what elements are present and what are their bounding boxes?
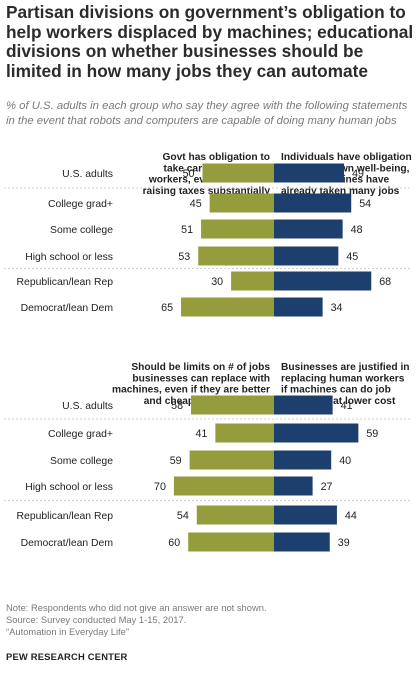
category-label: Democrat/lean Dem (21, 538, 113, 549)
right-bar (274, 271, 372, 291)
right-bar (274, 246, 339, 266)
right-column-header: better and at lower cost (281, 396, 396, 407)
left-value-label: 70 (154, 481, 166, 493)
right-column-header: Businesses are justified in (281, 362, 410, 373)
right-bar (274, 193, 352, 213)
right-bar (274, 505, 337, 525)
left-column-header: Should be limits on # of jobs (131, 362, 270, 373)
left-column-header: raising taxes substantially (143, 186, 271, 197)
chart-notes: Note: Respondents who did not give an an… (6, 602, 416, 639)
category-label: High school or less (25, 252, 113, 263)
left-bar (173, 476, 274, 496)
right-column-header: already taken many jobs (281, 186, 400, 197)
left-value-label: 59 (170, 455, 182, 467)
left-bar (201, 219, 274, 239)
right-value-label: 68 (379, 276, 391, 288)
right-bar (274, 450, 332, 470)
right-value-label: 40 (339, 455, 351, 467)
category-label: College grad+ (48, 429, 113, 440)
left-value-label: 54 (177, 510, 189, 522)
left-value-label: 53 (178, 251, 190, 263)
category-label: Republican/lean Rep (17, 277, 114, 288)
source-line: Source: Survey conducted May 1-15, 2017. (6, 614, 187, 626)
left-bar (181, 297, 274, 317)
right-column-header: to care for own well-being, (281, 163, 410, 174)
chart-subtitle: % of U.S. adults in each group who say t… (6, 100, 408, 127)
right-bar (274, 219, 343, 239)
right-bar (274, 297, 323, 317)
right-bar (274, 532, 330, 552)
left-value-label: 41 (195, 428, 207, 440)
left-column-header: Govt has obligation to (162, 152, 270, 163)
left-bar (188, 532, 274, 552)
left-bar (196, 505, 274, 525)
left-bar (189, 450, 274, 470)
right-column-header: Individuals have obligation (281, 152, 412, 163)
left-value-label: 30 (211, 276, 223, 288)
right-column-header: if machines can do job (281, 385, 391, 396)
right-bar (274, 163, 345, 183)
left-value-label: 51 (181, 224, 193, 236)
category-label: U.S. adults (62, 401, 113, 412)
right-value-label: 34 (331, 302, 343, 314)
left-bar (191, 395, 274, 415)
left-column-header: businesses can replace with (132, 373, 270, 384)
category-label: Democrat/lean Dem (21, 303, 113, 314)
right-bar (274, 476, 313, 496)
right-value-label: 54 (359, 198, 371, 210)
left-value-label: 50 (183, 168, 195, 180)
category-label: U.S. adults (62, 169, 113, 180)
left-bar (209, 193, 274, 213)
right-value-label: 49 (352, 168, 364, 180)
left-value-label: 65 (161, 302, 173, 314)
left-value-label: 58 (171, 400, 183, 412)
right-value-label: 44 (345, 510, 357, 522)
right-value-label: 48 (351, 224, 363, 236)
category-label: High school or less (25, 482, 113, 493)
left-value-label: 45 (190, 198, 202, 210)
report-line: “Automation in Everyday Life” (6, 626, 129, 638)
right-value-label: 39 (338, 537, 350, 549)
right-bar (274, 395, 333, 415)
left-value-label: 60 (168, 537, 180, 549)
right-column-header: replacing human workers (281, 373, 405, 384)
right-value-label: 59 (366, 428, 378, 440)
category-label: Some college (50, 456, 113, 467)
category-label: Some college (50, 225, 113, 236)
pew-logo-text: PEW RESEARCH CENTER (6, 651, 128, 662)
chart-title: Partisan divisions on government’s oblig… (6, 2, 414, 81)
note-line: Note: Respondents who did not give an an… (6, 602, 267, 613)
left-column-header: machines, even if they are better (112, 385, 270, 396)
left-bar (202, 163, 274, 183)
category-label: College grad+ (48, 199, 113, 210)
left-bar (231, 271, 274, 291)
right-bar (274, 423, 359, 443)
right-value-label: 45 (346, 251, 358, 263)
category-label: Republican/lean Rep (17, 511, 114, 522)
right-value-label: 41 (341, 400, 353, 412)
left-bar (215, 423, 274, 443)
left-bar (198, 246, 274, 266)
right-value-label: 27 (321, 481, 333, 493)
